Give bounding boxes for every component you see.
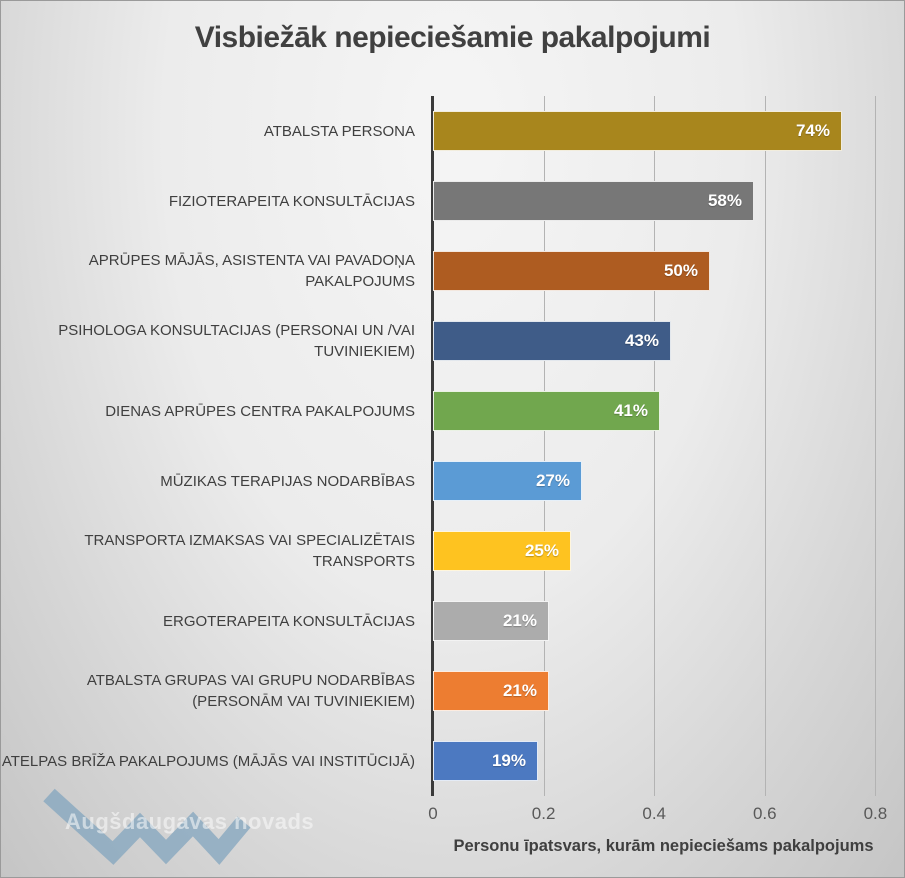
watermark-text: Augšdaugavas novads bbox=[65, 809, 315, 834]
category-label: ERGOTERAPEITA KONSULTĀCIJAS bbox=[163, 612, 415, 630]
bar: 21% bbox=[433, 671, 549, 711]
chart-row: FIZIOTERAPEITA KONSULTĀCIJAS 58% bbox=[1, 166, 904, 236]
bar-track: 50% bbox=[433, 236, 904, 306]
category-label: ATBALSTA PERSONA bbox=[263, 122, 415, 140]
chart-row: ERGOTERAPEITA KONSULTĀCIJAS 21% bbox=[1, 586, 904, 656]
bar-value-label: 19% bbox=[491, 751, 526, 770]
x-tick-label: 0.8 bbox=[863, 804, 888, 823]
category-label: PSIHOLOGA KONSULTACIJAS (PERSONAI UN /VA… bbox=[58, 322, 415, 360]
bar: 25% bbox=[433, 531, 571, 571]
chart-row: TRANSPORTA IZMAKSAS VAI SPECIALIZĒTAIS T… bbox=[1, 516, 904, 586]
category-label: ATBALSTA GRUPAS VAI GRUPU NODARBĪBAS (PE… bbox=[86, 672, 415, 710]
gridline bbox=[764, 96, 766, 796]
bar-track: 41% bbox=[433, 376, 904, 446]
gridline bbox=[543, 96, 545, 796]
bar-value-label: 43% bbox=[624, 331, 659, 350]
bar-value-label: 21% bbox=[502, 681, 537, 700]
category-label: ATELPAS BRĪŽA PAKALPOJUMS (MĀJĀS VAI INS… bbox=[1, 752, 415, 770]
x-axis-title: Personu īpatsvars, kurām nepieciešams pa… bbox=[453, 837, 874, 855]
gridline bbox=[654, 96, 656, 796]
bar-track: 19% bbox=[433, 726, 904, 796]
bar-track: 43% bbox=[433, 306, 904, 376]
bar: 50% bbox=[433, 251, 710, 291]
chart-title: Visbiežāk nepieciešamie pakalpojumi bbox=[194, 21, 711, 54]
bar-rows: ATBALSTA PERSONA 74% FIZIOTERAPEITA KONSUL… bbox=[1, 96, 904, 796]
bar-track: 74% bbox=[433, 96, 904, 166]
gridline bbox=[875, 96, 877, 796]
bar-track: 21% bbox=[433, 656, 904, 726]
category-label: APRŪPES MĀJĀS, ASISTENTA VAI PAVADOŅA PA… bbox=[88, 252, 415, 290]
x-tick-label: 0.4 bbox=[642, 804, 667, 823]
chart-row: MŪZIKAS TERAPIJAS NODARBĪBAS 27% bbox=[1, 446, 904, 516]
x-tick-label: 0.2 bbox=[531, 804, 556, 823]
category-label: MŪZIKAS TERAPIJAS NODARBĪBAS bbox=[160, 472, 415, 490]
x-tick-label: 0.6 bbox=[752, 804, 777, 823]
bar-track: 27% bbox=[433, 446, 904, 516]
chart-row: DIENAS APRŪPES CENTRA PAKALPOJUMS 41% bbox=[1, 376, 904, 446]
bar-value-label: 50% bbox=[663, 261, 698, 280]
bar-value-label: 27% bbox=[535, 471, 570, 490]
watermark: Augšdaugavas novads bbox=[29, 781, 329, 871]
chart-row: APRŪPES MĀJĀS, ASISTENTA VAI PAVADOŅA PA… bbox=[1, 236, 904, 306]
chart-row: PSIHOLOGA KONSULTACIJAS (PERSONAI UN /VA… bbox=[1, 306, 904, 376]
bar: 27% bbox=[433, 461, 582, 501]
bar-value-label: 41% bbox=[613, 401, 648, 420]
bar: 19% bbox=[433, 741, 538, 781]
bar-value-label: 58% bbox=[707, 191, 742, 210]
x-axis-tick-labels: 0 0.2 0.4 0.6 0.8 bbox=[1, 804, 904, 828]
bar: 43% bbox=[433, 321, 671, 361]
chart-row: ATBALSTA GRUPAS VAI GRUPU NODARBĪBAS (PE… bbox=[1, 656, 904, 726]
bar: 21% bbox=[433, 601, 549, 641]
bar: 41% bbox=[433, 391, 660, 431]
category-axis-line bbox=[431, 96, 434, 796]
category-label: DIENAS APRŪPES CENTRA PAKALPOJUMS bbox=[105, 402, 415, 420]
chart-row: ATBALSTA PERSONA 74% bbox=[1, 96, 904, 166]
category-label: TRANSPORTA IZMAKSAS VAI SPECIALIZĒTAIS T… bbox=[84, 532, 415, 570]
bar-track: 25% bbox=[433, 516, 904, 586]
x-tick-label: 0 bbox=[428, 804, 438, 823]
bar-track: 21% bbox=[433, 586, 904, 656]
bar-value-label: 74% bbox=[795, 121, 830, 140]
bar-track: 58% bbox=[433, 166, 904, 236]
plot-area bbox=[433, 96, 894, 796]
category-label: FIZIOTERAPEITA KONSULTĀCIJAS bbox=[168, 192, 415, 210]
bar: 58% bbox=[433, 181, 754, 221]
chart-row: ATELPAS BRĪŽA PAKALPOJUMS (MĀJĀS VAI INS… bbox=[1, 726, 904, 796]
bar-value-label: 25% bbox=[524, 541, 559, 560]
bar-value-label: 21% bbox=[502, 611, 537, 630]
bar: 74% bbox=[433, 111, 842, 151]
